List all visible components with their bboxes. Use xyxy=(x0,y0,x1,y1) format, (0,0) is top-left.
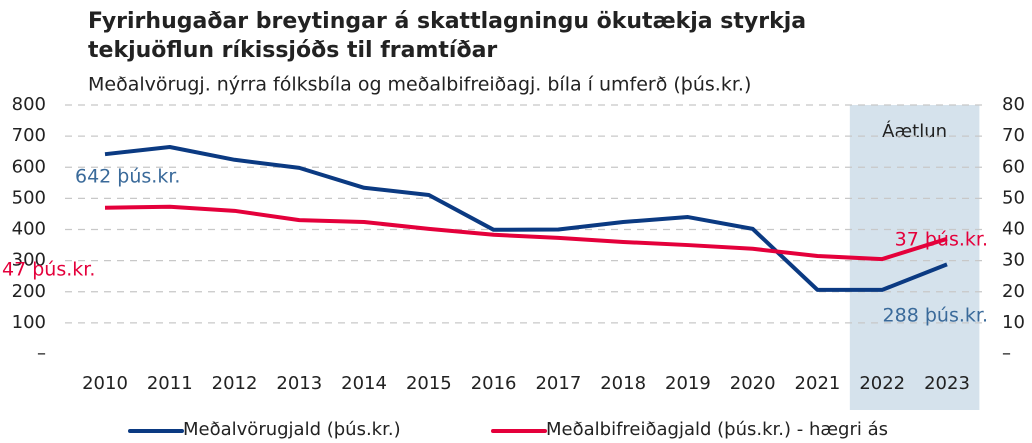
annotation: 37 þús.kr. xyxy=(895,229,988,251)
x-tick-label: 2023 xyxy=(924,373,970,394)
y2-tick-label: 50 xyxy=(1002,187,1025,208)
y2-tick-label: 30 xyxy=(1002,250,1025,271)
x-tick-label: 2013 xyxy=(276,373,322,394)
x-tick-label: 2020 xyxy=(730,373,776,394)
x-tick-label: 2022 xyxy=(859,373,905,394)
x-tick-label: 2019 xyxy=(665,373,711,394)
annotation: 47 þús.kr. xyxy=(2,259,95,281)
annotation: 288 þús.kr. xyxy=(883,305,988,327)
forecast-label: Áætlun xyxy=(882,120,947,142)
x-tick-label: 2014 xyxy=(341,373,387,394)
legend-label: Meðalbifreiðagjald (þús.kr.) - hægri ás xyxy=(546,419,888,440)
annotation: 642 þús.kr. xyxy=(75,166,180,188)
x-tick-label: 2015 xyxy=(406,373,452,394)
y2-tick-label: 20 xyxy=(1002,281,1025,302)
x-tick-label: 2011 xyxy=(147,373,193,394)
y-tick-label: 800 xyxy=(12,94,46,115)
y2-tick-label: – xyxy=(1002,343,1011,364)
y2-tick-label: 60 xyxy=(1002,156,1025,177)
x-tick-label: 2021 xyxy=(795,373,841,394)
x-tick-label: 2016 xyxy=(471,373,517,394)
y-tick-label: 300 xyxy=(12,250,46,271)
x-tick-label: 2012 xyxy=(212,373,258,394)
chart-title: Fyrirhugaðar breytingar á skattlagningu … xyxy=(88,9,806,34)
y-tick-label: 600 xyxy=(12,156,46,177)
y-tick-label: 700 xyxy=(12,125,46,146)
chart-subtitle: Meðalvörugj. nýrra fólksbíla og meðalbif… xyxy=(88,74,751,96)
y2-tick-label: 80 xyxy=(1002,94,1025,115)
y-tick-label: 100 xyxy=(12,312,46,333)
x-tick-label: 2018 xyxy=(600,373,646,394)
data-line xyxy=(104,145,948,292)
y2-tick-label: 70 xyxy=(1002,125,1025,146)
x-tick-label: 2010 xyxy=(82,373,128,394)
data-line xyxy=(104,204,948,262)
y2-tick-label: 10 xyxy=(1002,312,1025,333)
legend-label: Meðalvörugjald (þús.kr.) xyxy=(183,419,401,440)
y-tick-label: 400 xyxy=(12,219,46,240)
x-tick-label: 2017 xyxy=(535,373,581,394)
y-tick-label: 500 xyxy=(12,187,46,208)
y-tick-label: – xyxy=(37,343,46,364)
y2-tick-label: 40 xyxy=(1002,219,1025,240)
y-tick-label: 200 xyxy=(12,281,46,302)
chart-title: tekjuöflun ríkissjóðs til framtíðar xyxy=(88,38,497,63)
